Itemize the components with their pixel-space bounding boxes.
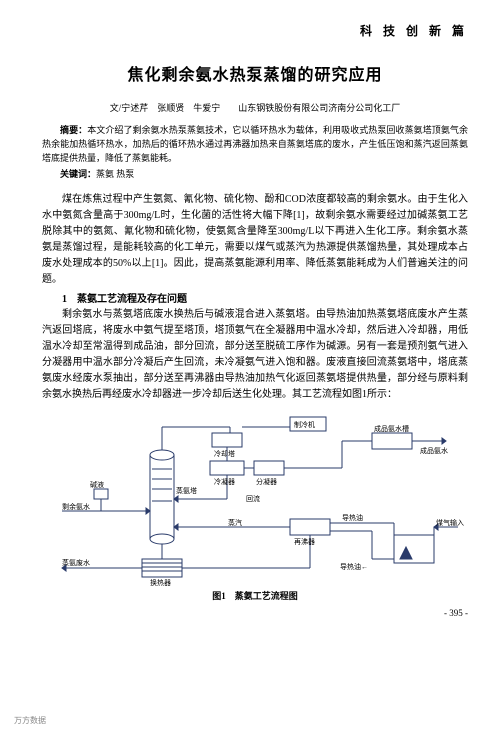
lbl-chengpin-tank: 成品氨水槽: [374, 424, 409, 433]
figure-caption: 图1 蒸氨工艺流程图: [42, 589, 468, 602]
lbl-zaifeiq: 再沸器: [294, 537, 315, 546]
lbl-daoreyou-in: 导热油: [342, 513, 363, 522]
abstract-block: 摘要：本文介绍了剩余氨水热泵蒸氨技术，它以循环热水为载体，利用吸收式热泵回收蒸氨…: [42, 124, 468, 166]
lbl-zhengqi: 蒸汽: [228, 518, 242, 527]
footer-database: 万方数据: [14, 715, 46, 726]
keywords-label: 关键词：: [60, 169, 96, 179]
abstract-label: 摘要：: [60, 125, 87, 135]
lbl-lengqueta: 冷却塔: [214, 449, 235, 458]
lbl-chengpin-out: 成品氨水: [420, 446, 448, 455]
section-heading-1: 1 蒸氨工艺流程及存在问题: [42, 290, 468, 305]
paragraph-2: 剩余氨水与蒸氨塔底废水换热后与碱液混合进入蒸氨塔。由导热油加热蒸氨塔底废水产生蒸…: [42, 307, 468, 403]
lbl-huanreqi: 换热器: [150, 578, 171, 587]
lbl-shengyu: 剩余氨水: [62, 502, 90, 511]
authors-line: 文/宁述芹 张顺贤 牛爱宁 山东钢铁股份有限公司济南分公司化工厂: [42, 101, 468, 114]
lbl-jianye: 碱液: [90, 480, 104, 489]
lbl-zhileng: 制冷机: [294, 420, 315, 429]
flowchart-figure: 制冷机 冷却塔 成品氨水槽 成品氨水 冷凝器 分凝器 回流 蒸汽 再沸器 导热油…: [42, 409, 468, 587]
abstract-text: 本文介绍了剩余氨水热泵蒸氨技术，它以循环热水为载体，利用吸收式热泵回收蒸氨塔顶氨…: [42, 125, 468, 163]
category-header: 科 技 创 新 篇: [42, 22, 468, 39]
lbl-meiqi: 煤气输入: [436, 518, 464, 527]
keywords-text: 蒸氨 热泵: [96, 169, 134, 179]
lbl-daoreyou-out: 导热油←: [340, 562, 368, 571]
lbl-huiliu: 回流: [246, 494, 260, 503]
lbl-zhengta: 蒸氨塔: [176, 486, 197, 495]
lbl-lengningqi: 冷凝器: [214, 477, 235, 486]
lbl-fenningqi: 分凝器: [256, 477, 277, 486]
lbl-feishui: 蒸氨废水: [62, 558, 90, 567]
page-number: - 395 -: [42, 608, 468, 618]
keywords-block: 关键词：蒸氨 热泵: [42, 168, 468, 182]
paragraph-1: 煤在炼焦过程中产生氨氮、氰化物、硫化物、酚和COD浓度都较高的剩余氨水。由于生化…: [42, 192, 468, 288]
paper-title: 焦化剩余氨水热泵蒸馏的研究应用: [42, 61, 468, 85]
